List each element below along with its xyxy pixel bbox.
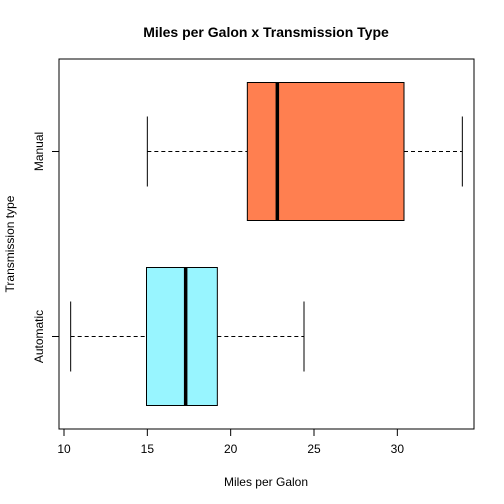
y-tick-label-automatic: Automatic bbox=[32, 310, 46, 363]
box-manual bbox=[146, 82, 463, 221]
x-axis: 10 15 20 25 30 bbox=[57, 428, 405, 456]
y-tick-label-manual: Manual bbox=[32, 132, 46, 171]
iqr-box-manual bbox=[246, 82, 405, 221]
x-tick-label-10: 10 bbox=[57, 442, 71, 456]
x-tick-label-30: 30 bbox=[391, 442, 405, 456]
chart-title: Miles per Galon x Transmission Type bbox=[143, 24, 389, 40]
box-series bbox=[70, 82, 463, 406]
x-tick-label-20: 20 bbox=[224, 442, 238, 456]
y-axis-label: Transmission type bbox=[3, 195, 17, 292]
x-tick-label-25: 25 bbox=[307, 442, 321, 456]
box-automatic bbox=[70, 267, 305, 406]
y-axis: Automatic Manual bbox=[32, 132, 60, 363]
x-tick-label-15: 15 bbox=[141, 442, 155, 456]
iqr-box-automatic bbox=[146, 267, 218, 406]
x-axis-label: Miles per Galon bbox=[224, 475, 308, 489]
